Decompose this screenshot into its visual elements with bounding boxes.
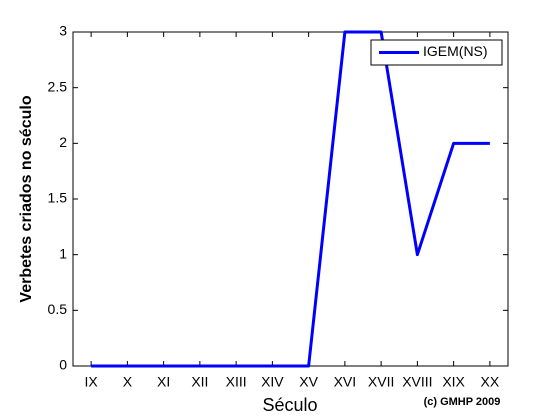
y-tick-label: 0.5 <box>48 301 68 317</box>
y-tick-label: 2.5 <box>48 78 68 94</box>
x-tick-label: IX <box>85 374 99 390</box>
x-tick-label: XVIII <box>402 374 432 390</box>
y-tick-label: 3 <box>59 23 67 39</box>
x-tick-label: XIV <box>261 374 284 390</box>
x-tick-label: X <box>123 374 133 390</box>
x-tick-label: XX <box>481 374 500 390</box>
x-tick-label: XVI <box>334 374 357 390</box>
y-tick-label: 2 <box>59 134 67 150</box>
x-tick-label: XI <box>157 374 170 390</box>
legend-label: IGEM(NS) <box>423 43 488 59</box>
data-line <box>91 30 490 368</box>
y-tick-label: 1 <box>59 245 67 261</box>
x-tick-label: XIX <box>442 374 465 390</box>
y-tick-label: 0 <box>59 357 67 373</box>
x-axis-title: Século <box>262 395 317 415</box>
y-axis-title: Verbetes criados no século <box>18 95 35 302</box>
x-tick-label: XVII <box>368 374 394 390</box>
x-tick-label: XII <box>191 374 208 390</box>
plot-area <box>72 31 509 367</box>
annotation: (c) GMHP 2009 <box>424 396 501 408</box>
y-tick-label: 1.5 <box>48 190 68 206</box>
x-tick-label: XIII <box>226 374 247 390</box>
x-tick-label: XV <box>299 374 318 390</box>
